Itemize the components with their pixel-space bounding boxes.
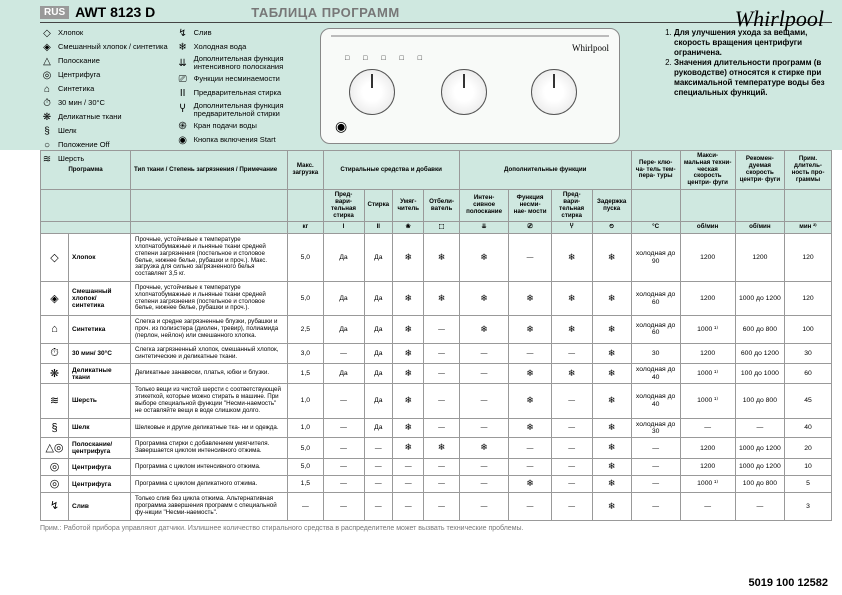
program-icon: ◇	[41, 234, 69, 282]
table-row: ❋Деликатные тканиДеликатные занавески, п…	[41, 364, 832, 384]
program-name: Синтетика	[69, 316, 131, 343]
legend-item: ⌂Синтетика	[40, 83, 168, 95]
program-icon: ≋	[41, 384, 69, 418]
control-panel-illustration: Whirlpool □ □ □ □ □ ◉	[320, 28, 620, 144]
model-number: AWT 8123 D	[75, 4, 155, 20]
legend-item: ֍Кран подачи воды	[176, 120, 326, 132]
program-icon: §	[41, 418, 69, 438]
legend-icon: ֍	[176, 120, 190, 132]
program-name: Полоскание/ центрифуга	[69, 438, 131, 459]
program-table: Программа Тип ткани / Степень загрязнени…	[40, 150, 832, 521]
program-name: Слив	[69, 493, 131, 520]
legend-item: ◇Хлопок	[40, 27, 168, 39]
footnote: Прим.: Работой прибора управляют датчики…	[40, 525, 802, 532]
legend-item: ⇊Дополнительная функция интенсивного пол…	[176, 55, 326, 72]
legend-item: §Шелк	[40, 125, 168, 137]
legend-item: ❄Холодная вода	[176, 41, 326, 53]
program-desc: Прочные, устойчивые к температуре хлопча…	[131, 282, 288, 316]
program-icon: △◎	[41, 438, 69, 459]
program-desc: Программа с циклом деликатного отжима.	[131, 476, 288, 493]
program-name: Шерсть	[69, 384, 131, 418]
program-name: Шелк	[69, 418, 131, 438]
legend-icon: ◈	[40, 41, 54, 53]
legend-item: ჄДополнительная функция предварительной …	[176, 102, 326, 119]
program-desc: Прочные, устойчивые к температуре хлопча…	[131, 234, 288, 282]
legend-item: ◈Смешанный хлопок / синтетика	[40, 41, 168, 53]
program-icon: ↯	[41, 493, 69, 520]
program-icon: ◈	[41, 282, 69, 316]
program-desc: Программа стирки с добавлением умягчител…	[131, 438, 288, 459]
table-row: ◎ЦентрифугаПрограмма с циклом интенсивно…	[41, 459, 832, 476]
program-name: Центрифуга	[69, 459, 131, 476]
table-row: ↯СливТолько слив без цикла отжима. Альте…	[41, 493, 832, 520]
notes: Для улучшения ухода за вещами, скорость …	[660, 28, 830, 98]
table-row: ◈Смешанный хлопок/ синтетикаПрочные, уст…	[41, 282, 832, 316]
program-name: Хлопок	[69, 234, 131, 282]
program-icon: ❋	[41, 364, 69, 384]
program-icon: ⏱	[41, 343, 69, 364]
legend-item: ↯Слив	[176, 27, 326, 39]
program-desc: Программа с циклом интенсивного отжима.	[131, 459, 288, 476]
legend-icon: ○	[40, 139, 54, 151]
legend-icon: ↯	[176, 27, 190, 39]
legend-item: ○Положение Off	[40, 139, 168, 151]
legend-icon: ⌂	[40, 83, 54, 95]
program-icon: ⌂	[41, 316, 69, 343]
program-desc: Деликатные занавески, платья, юбки и блу…	[131, 364, 288, 384]
table-row: ◇ХлопокПрочные, устойчивые к температуре…	[41, 234, 832, 282]
legend-icon: II	[176, 88, 190, 100]
program-name: Деликатные ткани	[69, 364, 131, 384]
page-title: ТАБЛИЦА ПРОГРАММ	[251, 5, 399, 20]
program-desc: Только слив без цикла отжима. Альтернати…	[131, 493, 288, 520]
legend-item: ⏱30 мин / 30°C	[40, 97, 168, 109]
legend-item: ◉Кнопка включения Start	[176, 134, 326, 146]
legend-icon: ⎚	[176, 74, 190, 86]
lang-badge: RUS	[40, 6, 69, 19]
document-code: 5019 100 12582	[748, 577, 828, 589]
table-row: ◎ЦентрифугаПрограмма с циклом деликатног…	[41, 476, 832, 493]
legend-icon: ❄	[176, 41, 190, 53]
table-row: ⏱30 мин/ 30°CСлегка загрязненный хлопок,…	[41, 343, 832, 364]
legend-icon: ⇊	[176, 57, 190, 69]
legend-icon: ≋	[40, 153, 54, 165]
program-icon: ◎	[41, 459, 69, 476]
legend-icon: ❋	[40, 111, 54, 123]
program-desc: Слегка и средне загрязненные блузки, руб…	[131, 316, 288, 343]
table-row: §ШелкШелковые и другие деликатные тка- н…	[41, 418, 832, 438]
legend-item: ≋Шерсть	[40, 153, 168, 165]
table-row: ≋ШерстьТолько вещи из чистой шерсти с со…	[41, 384, 832, 418]
legend-item: IIПредварительная стирка	[176, 88, 326, 100]
legend-item: ❋Деликатные ткани	[40, 111, 168, 123]
legend-item: ◎Центрифуга	[40, 69, 168, 81]
program-name: Смешанный хлопок/ синтетика	[69, 282, 131, 316]
program-name: Центрифуга	[69, 476, 131, 493]
legend-icon: ◎	[40, 69, 54, 81]
legend-icon: ⏱	[40, 97, 54, 109]
legend-icon: ◉	[176, 134, 190, 146]
table-row: ⌂СинтетикаСлегка и средне загрязненные б…	[41, 316, 832, 343]
program-icon: ◎	[41, 476, 69, 493]
legend-icon: ◇	[40, 27, 54, 39]
program-desc: Слегка загрязненный хлопок, смешанный хл…	[131, 343, 288, 364]
legend-icon: §	[40, 125, 54, 137]
legend-icon: Ⴤ	[176, 104, 190, 116]
program-desc: Только вещи из чистой шерсти с соответст…	[131, 384, 288, 418]
legend-item: ⎚Функции несминаемости	[176, 74, 326, 86]
program-desc: Шелковые и другие деликатные тка- ни и о…	[131, 418, 288, 438]
legend-item: △Полоскание	[40, 55, 168, 67]
table-row: △◎Полоскание/ центрифугаПрограмма стирки…	[41, 438, 832, 459]
program-name: 30 мин/ 30°C	[69, 343, 131, 364]
legend-icon: △	[40, 55, 54, 67]
